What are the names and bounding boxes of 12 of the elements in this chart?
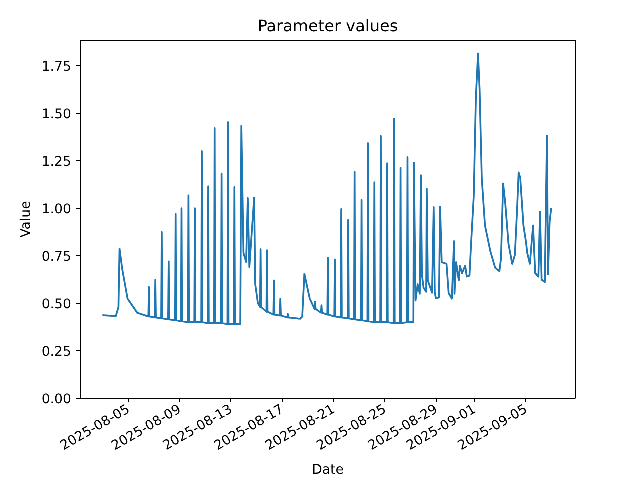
y-tick-label: 1.50 [42, 107, 72, 122]
y-tick-label: 0.75 [42, 250, 72, 265]
y-tick-label: 0.50 [42, 297, 72, 312]
y-tick-label: 0.25 [42, 344, 72, 360]
x-axis-title: Date [312, 462, 344, 478]
y-tick-label: 1.75 [42, 60, 72, 75]
y-tick-label: 0.00 [42, 392, 72, 408]
y-axis-title: Value [18, 201, 34, 238]
chart-title: Parameter values [258, 16, 398, 36]
y-tick-label: 1.00 [42, 202, 72, 218]
y-tick-label: 1.25 [42, 154, 72, 170]
line-series [102, 52, 552, 326]
